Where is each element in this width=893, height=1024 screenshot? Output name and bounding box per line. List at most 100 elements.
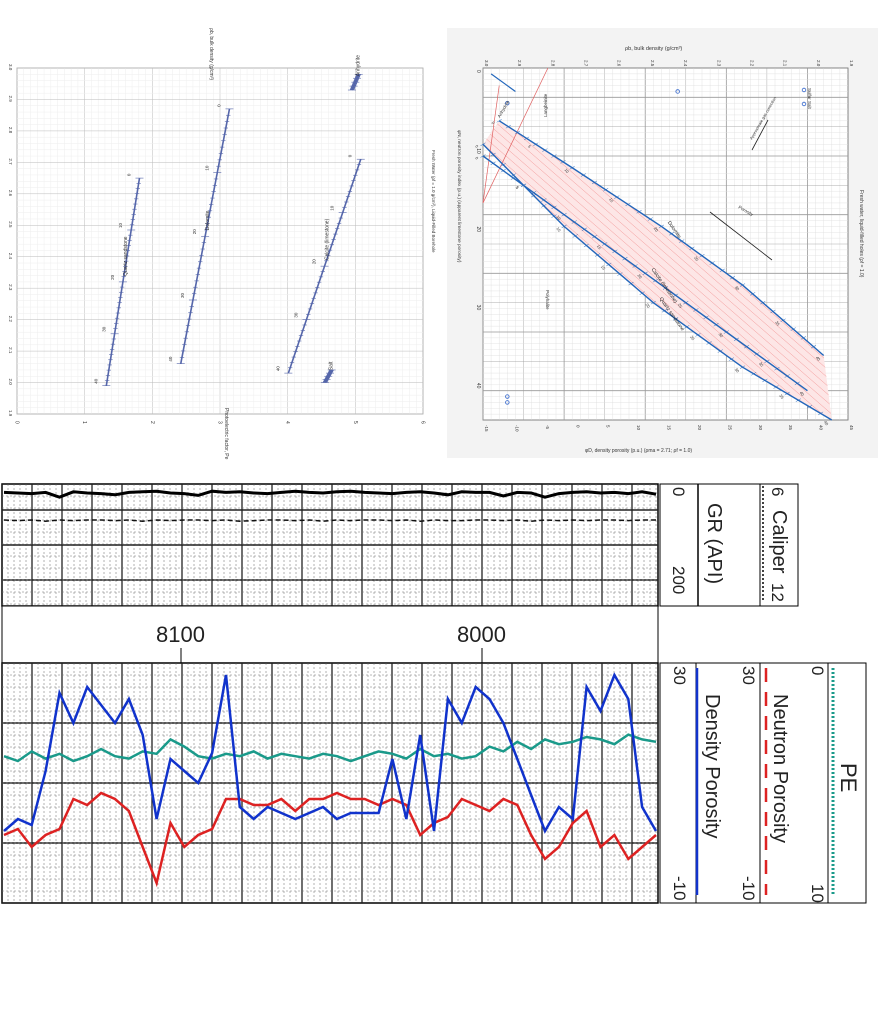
chart1-tick-labels: 0 1 2 3 4 5 6 3.0 2.9 2.8 2.7 2.6 2.5 2.4 2.3 2.2 2.1 2.0…	[8, 64, 426, 424]
chart2-porosity-tick-label: 40	[823, 420, 830, 427]
chart2-porosity-tick-label: 35	[774, 320, 781, 327]
chart2-bulk-density-tick: 2.0	[816, 60, 821, 67]
chart2-porosity-tick	[723, 330, 729, 334]
chart2-porosity-tick	[713, 322, 719, 327]
chart2-porosity-tick	[684, 325, 690, 329]
chart1-density-tick: 2.1	[8, 347, 13, 354]
chart2-porosity-tick	[496, 119, 502, 123]
chart2-neutron-tick: 0	[475, 70, 481, 73]
chart1-ylabel: Photoelectric factor, Pe	[223, 408, 229, 460]
chart2-porosity-tick-label: 10	[555, 214, 562, 221]
chart2-neutron-tick: 10	[475, 148, 481, 154]
gr-max: 200	[669, 566, 688, 594]
chart2-bulk-density-tick: 2.4	[683, 60, 688, 67]
chart2-density-porosity-tick: 0	[575, 425, 580, 428]
chart1-line-label: Anhydrite	[355, 55, 361, 76]
legend-sulfur: Sulfur	[807, 88, 812, 100]
chart2-porosity-tick	[706, 341, 712, 345]
chart2-porosity-tick	[591, 234, 598, 239]
neutron-label: Neutron Porosity	[769, 694, 791, 843]
chart1-porosity-tick-label: 20	[192, 229, 197, 235]
chart2-porosity-tick	[699, 254, 705, 258]
chart2-porosity-tick	[817, 411, 824, 416]
density-min: 30	[670, 666, 689, 685]
chart2-porosity-tick	[480, 154, 486, 158]
chart2-porosity-tick	[784, 391, 790, 396]
chart2-salt-marker	[505, 400, 510, 405]
chart2-porosity-tick	[551, 205, 557, 210]
chart2-porosity-tick	[614, 195, 620, 199]
chart1-density-tick: 2.9	[8, 95, 13, 102]
chart2-porosity-tick	[794, 381, 800, 386]
chart2-porosity-tick	[636, 210, 642, 214]
legend-salt-marker	[801, 101, 807, 107]
chart2-porosity-tick	[603, 188, 609, 192]
chart2-polyhalite-marker	[675, 89, 680, 94]
chart1-porosity-tick-label: 40	[168, 356, 173, 362]
chart2-bulk-density-tick: 2.1	[783, 60, 788, 67]
chart2-porosity-tick-label: 20	[645, 302, 652, 309]
chart2-porosity-tick-label: 25	[689, 335, 696, 342]
chart1-lithology-lines: Quartz sandstone 0 10 20 30 40 Dolomite 0 10 20 30…	[93, 55, 365, 386]
chart2-porosity-tick	[693, 308, 699, 312]
caliper-curve	[3, 519, 656, 522]
chart2-porosity-tick	[784, 374, 790, 378]
chart2-density-porosity-tick: 5	[606, 425, 611, 428]
chart2-porosity-tick	[617, 272, 623, 276]
chart2-porosity-tick-label: 5	[527, 144, 533, 149]
chart2-porosity-tick	[580, 173, 587, 177]
chart1-density-tick: 2.8	[8, 127, 13, 134]
chart2-density-porosity-tick: 35	[788, 425, 793, 431]
chart2-porosity-tick	[602, 242, 608, 246]
chart1-pe-tick: 3	[217, 421, 223, 424]
gr-curve	[3, 489, 657, 499]
chart2-bulk-density-tick: 2.3	[716, 60, 721, 67]
chart2-title: ρb, bulk density (g/cm³)	[625, 46, 682, 52]
chart2-porosity-tick-label: 5	[515, 185, 521, 190]
chart2-porosity-tick	[531, 190, 537, 195]
chart2-porosity-tick	[514, 130, 521, 135]
chart2-porosity-tick	[790, 327, 796, 331]
chart2-porosity-tick	[551, 214, 557, 218]
chart2-porosity-tick	[606, 262, 612, 267]
track2-header-frame	[659, 662, 867, 904]
chart2-porosity-tick-label: 30	[718, 332, 725, 339]
chart2-porosity-tick	[510, 176, 517, 180]
chart2-porosity-tick-label: 0	[474, 144, 480, 149]
chart2-porosity-tick	[490, 161, 496, 166]
pe-label: PE	[836, 763, 861, 792]
density-label: Density Porosity	[701, 694, 723, 839]
chart2-anhydrite-line	[490, 73, 516, 92]
chart2-porosity-tick	[739, 283, 746, 287]
chart1-density-tick: 1.9	[8, 410, 13, 417]
chart2-porosity-tick	[661, 309, 668, 313]
chart2-porosity-tick	[520, 183, 527, 188]
chart1-porosity-tick-label: 20	[312, 259, 317, 265]
chart2-density-porosity-tick: 30	[758, 425, 763, 431]
chart1-line-label: Dolomite	[205, 210, 211, 230]
caliper-label: Caliper	[768, 510, 790, 574]
chart2-porosity-tick	[625, 202, 631, 207]
chart1-line-label: Calcite (limestone)	[325, 218, 331, 260]
chart2-porosity-tick	[679, 239, 685, 243]
chart2-porosity-tick	[773, 385, 779, 389]
chart2-porosity-tick-label: 0	[474, 156, 480, 161]
chart1-density-tick: 2.3	[8, 284, 13, 291]
chart2-porosity-tick-label: 35	[778, 393, 785, 400]
track2-header: PE 0 10 Neutron Porosity 30 -10 Density …	[659, 662, 867, 904]
porosity-arrow	[709, 211, 773, 261]
chart1-pe-tick: 5	[352, 421, 358, 424]
chart2-porosity-tick	[719, 268, 725, 273]
chart2-porosity-tick	[591, 180, 598, 185]
chart1-grid	[16, 67, 424, 415]
chart1-porosity-tick-label: 0	[348, 154, 353, 157]
chart2-porosity-tick	[571, 220, 577, 224]
chart1-density-tick: 2.0	[8, 379, 13, 386]
neutron-min: 30	[739, 666, 758, 685]
chart2-density-porosity-tick: 45	[849, 425, 854, 431]
chart2-porosity-tick	[541, 198, 547, 202]
density-max: -10	[670, 876, 689, 901]
chart2-porosity-tick	[560, 160, 566, 164]
chart2-porosity-tick	[639, 291, 645, 295]
chart2-porosity-tick	[662, 286, 669, 290]
